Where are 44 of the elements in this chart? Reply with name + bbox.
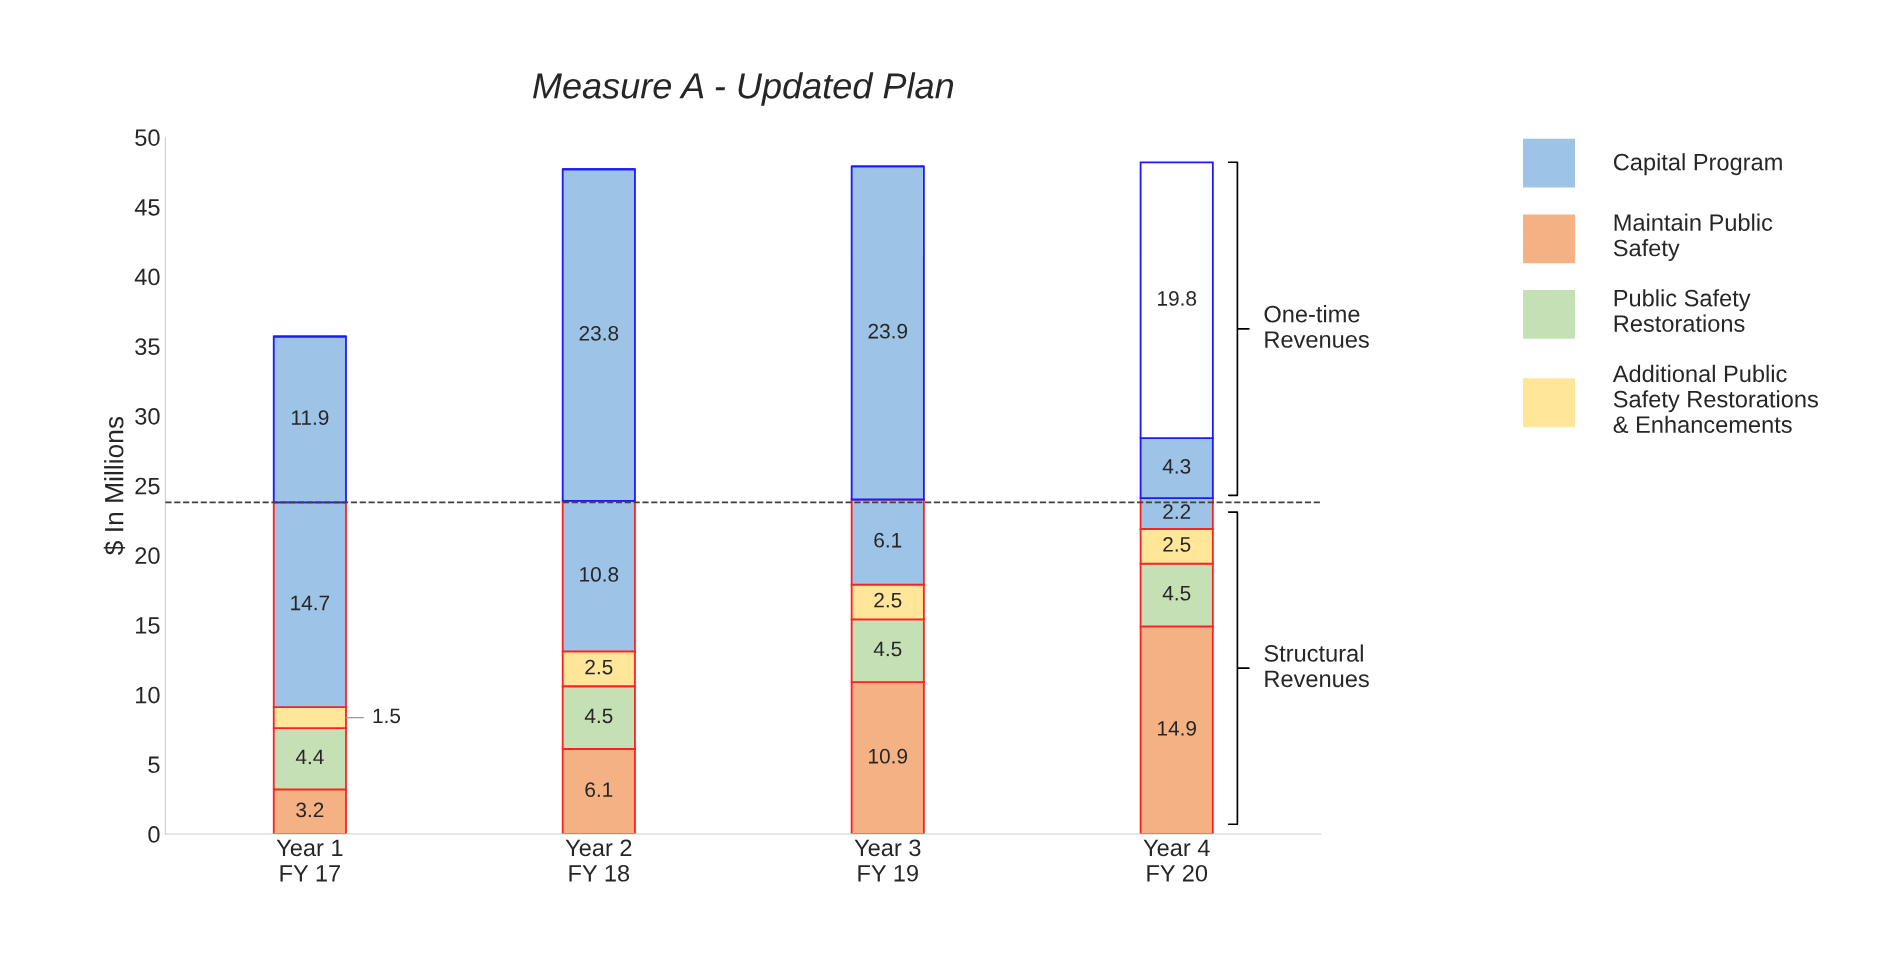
data-label: 4.5 (1162, 586, 1191, 601)
x-tick-label: Year 2 FY 18 (565, 839, 632, 882)
x-tick-label: Year 4 FY 20 (1143, 839, 1210, 882)
data-label: 19.8 (1158, 291, 1197, 306)
data-label: 23.8 (579, 325, 619, 341)
data-label: 3.2 (296, 802, 324, 818)
data-label: 6.1 (585, 782, 613, 798)
data-label: 11.9 (291, 410, 329, 425)
annotation: One-time Revenues (1264, 305, 1369, 348)
y-tick-label: 30 (135, 407, 160, 425)
y-tick-label: 10 (136, 686, 160, 704)
legend-label: Public Safety Restorations (1614, 289, 1751, 332)
data-label: 4.4 (295, 749, 324, 765)
x-tick-label: Year 1 FY 17 (276, 839, 343, 882)
data-label: 2.5 (585, 659, 613, 675)
y-tick-label: 25 (135, 477, 160, 495)
annotation: Structural Revenues (1264, 644, 1369, 688)
y-tick-label: 15 (136, 617, 160, 634)
data-label: 4.5 (584, 708, 613, 724)
legend-label: Capital Program (1613, 153, 1782, 176)
data-label: 4.3 (1162, 459, 1191, 474)
legend-label: Additional Public Safety Restorations & Enhancements (1612, 364, 1818, 433)
data-label: 4.5 (873, 641, 902, 657)
y-tick-label: 5 (148, 756, 160, 774)
data-label: 2.5 (874, 592, 902, 608)
x-tick-label: Year 3 FY 19 (854, 839, 921, 882)
data-label: 23.9 (868, 323, 908, 339)
data-label: 6.1 (874, 532, 902, 548)
data-label: 2.5 (1163, 537, 1191, 552)
data-label: 10.9 (869, 748, 908, 764)
data-label: 2.2 (1163, 504, 1191, 519)
y-tick-label: 35 (135, 338, 160, 356)
y-axis-title: $ In Millions (103, 416, 126, 555)
y-tick-label: 50 (135, 129, 160, 146)
data-label: 10.8 (580, 567, 619, 582)
chart-title: Measure A - Updated Plan (533, 72, 954, 106)
y-tick-label: 40 (134, 268, 160, 286)
y-tick-label: 20 (135, 547, 160, 565)
data-label: 1.5 (373, 708, 401, 724)
y-tick-label: 45 (134, 199, 160, 216)
y-tick-label: 0 (148, 826, 160, 843)
data-label: 14.7 (291, 595, 330, 611)
data-label: 14.9 (1158, 721, 1197, 736)
legend-label: Maintain Public Safety (1613, 213, 1773, 262)
